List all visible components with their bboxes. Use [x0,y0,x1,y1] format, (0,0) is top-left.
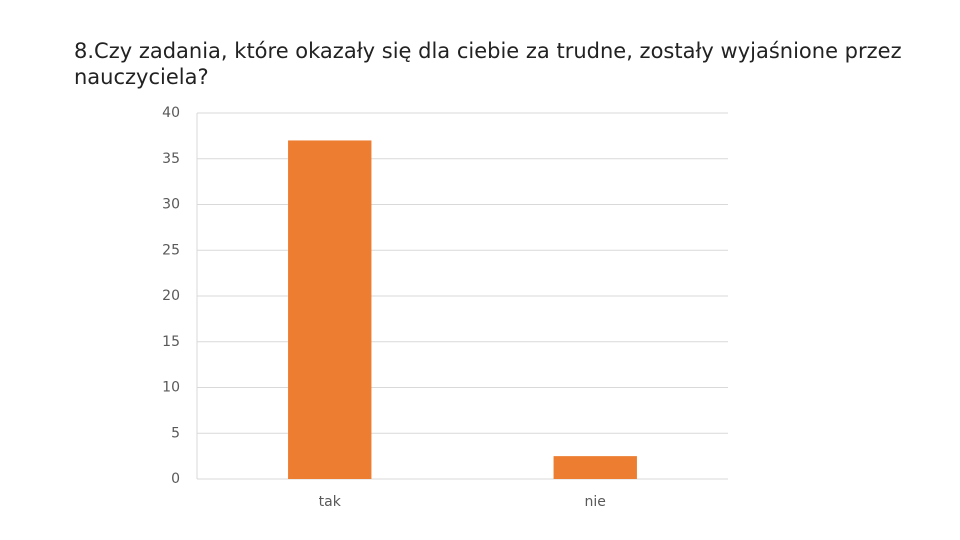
bar [288,140,372,479]
y-tick-label: 30 [162,197,180,213]
y-tick-label: 15 [162,334,180,350]
y-tick-label: 25 [162,242,180,258]
y-tick-label: 0 [171,471,180,487]
y-tick-label: 10 [162,380,180,396]
bar [553,456,637,479]
y-tick-label: 5 [171,425,180,441]
y-tick-label: 20 [162,288,180,304]
y-tick-label: 35 [162,151,180,167]
y-tick-label: 40 [162,105,180,121]
x-tick-label: tak [319,494,342,510]
x-tick-label: nie [585,494,606,510]
chart-title: 8.Czy zadania, które okazały się dla cie… [74,39,902,89]
